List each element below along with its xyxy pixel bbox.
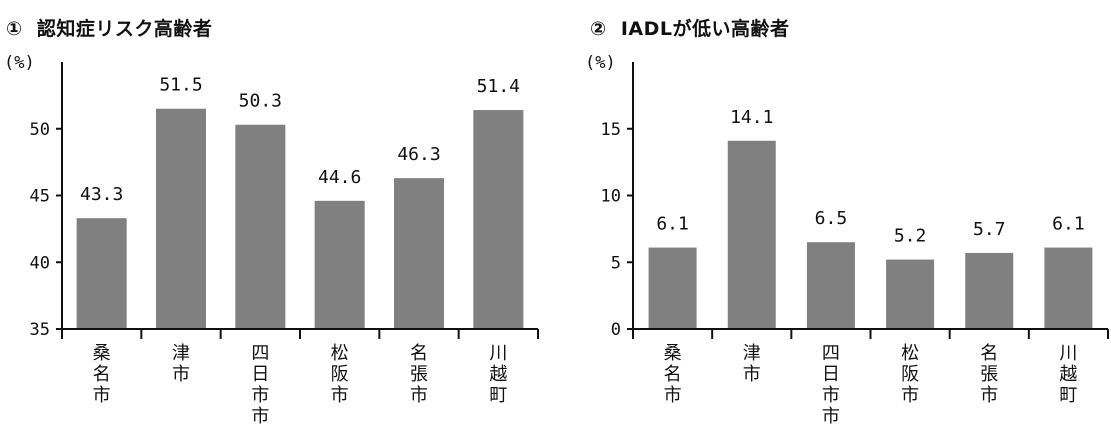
x-category-char: 四: [822, 343, 840, 364]
bar: [235, 124, 286, 330]
x-category-label: 四日市市: [822, 343, 840, 427]
x-category-char: 町: [1059, 385, 1077, 406]
chart-title: ② IADLが低い高齢者: [590, 14, 789, 41]
x-category-label: 川越町: [1059, 343, 1077, 406]
x-category-char: 市: [664, 385, 682, 406]
x-category-char: 津: [743, 343, 761, 364]
data-label: 14.1: [730, 107, 773, 128]
x-category-label: 津市: [172, 343, 190, 385]
data-label: 46.3: [397, 144, 440, 165]
bar: [965, 252, 1014, 329]
data-label: 6.1: [1052, 214, 1085, 235]
x-category-label: 津市: [743, 343, 761, 385]
chart-panel-low-iadl: ② IADLが低い高齢者 6.1 14.1 6.5 5.2 5.7 6.1 0 5 10 15 (%…: [555, 0, 1111, 436]
x-category-char: 松: [331, 343, 349, 364]
x-category-char: 市: [822, 385, 840, 406]
bar: [156, 108, 206, 329]
x-category-char: 張: [980, 364, 998, 385]
x-category-char: 名: [980, 343, 998, 364]
x-category-char: 阪: [331, 364, 349, 385]
x-category-char: 市: [822, 406, 840, 427]
data-label: 5.7: [973, 219, 1006, 240]
bar: [806, 242, 855, 329]
x-category-char: 市: [743, 364, 761, 385]
y-tick-label: 0: [611, 320, 621, 340]
data-label: 44.6: [318, 167, 361, 188]
y-tick-label: 35: [30, 320, 50, 340]
x-category-label: 桑名市: [93, 343, 111, 406]
x-category-char: 市: [93, 385, 111, 406]
data-label: 6.1: [656, 214, 689, 235]
x-category-char: 町: [489, 385, 507, 406]
x-category-char: 越: [1059, 364, 1077, 385]
x-category-char: 桑: [664, 343, 682, 364]
x-category-char: 日: [251, 364, 269, 385]
y-tick-label: 5: [611, 253, 621, 273]
x-category-label: 名張市: [980, 343, 998, 406]
y-tick-label: 45: [30, 187, 50, 207]
x-category-label: 松阪市: [901, 343, 919, 406]
y-axis-unit-label: (%): [585, 53, 616, 73]
chart-title-number: ②: [590, 18, 607, 40]
data-label: 43.3: [80, 184, 123, 205]
x-category-char: 名: [410, 343, 428, 364]
chart-title: ① 認知症リスク高齢者: [6, 14, 212, 41]
chart-title-text: 認知症リスク高齢者: [36, 18, 213, 40]
chart-panel-dementia-risk: ① 認知症リスク高齢者 43.3 51.5 50.3 44.6 46.3 51.4 35 40…: [0, 0, 555, 436]
x-category-char: 張: [410, 364, 428, 385]
bar: [886, 259, 935, 329]
x-category-char: 日: [822, 364, 840, 385]
bar: [76, 218, 127, 329]
bar-chart-dementia-risk: 43.351.550.344.646.351.435404550(%)桑名市津市…: [4, 53, 539, 427]
y-tick-label: 50: [30, 120, 50, 140]
x-category-char: 市: [331, 385, 349, 406]
bar: [394, 178, 444, 329]
x-category-char: 川: [489, 343, 507, 364]
y-axis-unit-label: (%): [4, 53, 35, 73]
x-category-char: 市: [901, 385, 919, 406]
x-category-char: 松: [901, 343, 919, 364]
bar: [727, 140, 776, 329]
data-label: 51.5: [159, 75, 202, 96]
data-label: 51.4: [477, 76, 520, 97]
chart-title-text: IADLが低い高齢者: [620, 18, 790, 40]
bar: [1044, 247, 1093, 329]
y-tick-label: 40: [30, 253, 50, 273]
x-category-char: 市: [251, 406, 269, 427]
data-label: 50.3: [239, 91, 282, 112]
x-category-char: 名: [664, 364, 682, 385]
data-label: 6.5: [815, 208, 848, 229]
x-category-label: 四日市市: [251, 343, 269, 427]
x-category-char: 市: [410, 385, 428, 406]
x-category-char: 市: [251, 385, 269, 406]
y-tick-label: 15: [601, 120, 621, 140]
data-label: 5.2: [894, 226, 927, 247]
x-category-label: 桑名市: [664, 343, 682, 406]
x-category-char: 名: [93, 364, 111, 385]
y-tick-label: 10: [601, 187, 621, 207]
chart-title-number: ①: [6, 18, 23, 40]
x-category-char: 四: [251, 343, 269, 364]
bar-chart-low-iadl: 6.114.16.55.2 5.7 6.1051015(%)桑名市津市四日市市松阪市…: [585, 53, 1109, 427]
x-category-char: 桑: [93, 343, 111, 364]
x-category-label: 名張市: [410, 343, 428, 406]
bar: [314, 200, 365, 329]
x-category-char: 越: [489, 364, 507, 385]
x-category-char: 市: [172, 364, 190, 385]
bar: [648, 247, 697, 329]
bar: [473, 110, 524, 329]
x-category-char: 津: [172, 343, 190, 364]
x-category-char: 市: [980, 385, 998, 406]
x-category-char: 川: [1059, 343, 1077, 364]
x-category-label: 川越町: [489, 343, 507, 406]
x-category-char: 阪: [901, 364, 919, 385]
x-category-label: 松阪市: [331, 343, 349, 406]
